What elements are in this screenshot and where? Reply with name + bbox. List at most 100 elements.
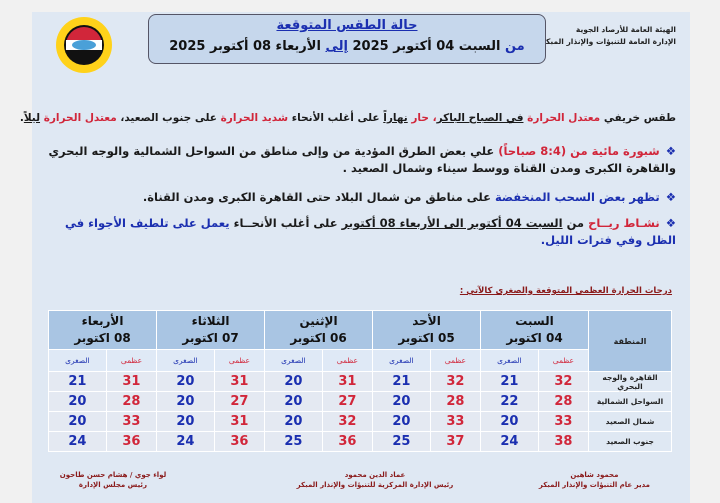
org-line-2: الإدارة العامة للتنبؤات والإنذار المبكر bbox=[541, 37, 676, 46]
max-temp: 28 bbox=[105, 391, 158, 412]
min-label: الصغرى bbox=[264, 349, 323, 372]
text: على أغلب الأنحاء bbox=[288, 112, 384, 124]
max-temp: 28 bbox=[429, 391, 482, 412]
max-temp: 31 bbox=[213, 371, 266, 392]
text: من bbox=[562, 216, 589, 230]
min-label: الصغرى bbox=[156, 349, 215, 372]
min-temp: 20 bbox=[264, 391, 323, 412]
max-temp: 38 bbox=[537, 431, 590, 452]
bullet-fog: ❖ شبورة مائية من (8:4 صباحاً) علي بعض الط… bbox=[46, 143, 677, 177]
table-row: جنوب الصعيد 38 24 37 25 36 25 36 24 36 24 bbox=[48, 431, 672, 452]
bullet-clouds: ❖ تظهر بعض السحب المنخفضة على مناطق من شم… bbox=[143, 189, 676, 206]
text: على أغلب الأنحــاء bbox=[229, 216, 342, 230]
text: . bbox=[19, 112, 24, 124]
max-temp: 37 bbox=[429, 431, 482, 452]
text: نشـاط ريــاح bbox=[588, 216, 660, 230]
text: شديد الحرارة bbox=[220, 112, 289, 124]
range-end: الأربعاء 08 أكتوبر 2025 bbox=[169, 39, 321, 54]
text: نهاراً bbox=[383, 112, 408, 124]
day-header: الأحد 05 اكتوبر bbox=[372, 310, 482, 350]
page-title: حالة الطقس المتوقعة bbox=[276, 18, 418, 33]
text: ليلاً bbox=[23, 112, 41, 124]
region-name: جنوب الصعيد bbox=[588, 431, 672, 452]
bullet-icon: ❖ bbox=[665, 144, 676, 158]
day-header: الإثنين 06 اكتوبر bbox=[264, 310, 374, 350]
org-line-1: الهيئة العامة للأرصاد الجوية bbox=[575, 25, 676, 34]
min-temp: 20 bbox=[156, 371, 215, 392]
text: معتدل الحرارة bbox=[43, 112, 117, 124]
min-temp: 20 bbox=[480, 411, 539, 432]
min-temp: 20 bbox=[372, 411, 431, 432]
max-label: عظمى bbox=[429, 349, 482, 372]
text: في الصباح الباكر bbox=[436, 112, 524, 124]
text: معتدل الحرارة bbox=[527, 112, 601, 124]
min-temp: 24 bbox=[48, 431, 107, 452]
signature-2: عماد الدين محمود رئيس الإدارة المركزية لل… bbox=[296, 471, 454, 489]
region-name: شمال الصعيد bbox=[588, 411, 672, 432]
min-temp: 25 bbox=[264, 431, 323, 452]
max-temp: 31 bbox=[213, 411, 266, 432]
min-temp: 25 bbox=[372, 431, 431, 452]
min-temp: 20 bbox=[372, 391, 431, 412]
header-box: حالة الطقس المتوقعة من السبت 04 أكتوبر 2… bbox=[148, 14, 546, 64]
min-temp: 20 bbox=[264, 371, 323, 392]
ema-logo bbox=[56, 17, 112, 73]
bullet-wind: ❖ نشـاط ريــاح من السبت 04 أكتوبر الى الأ… bbox=[46, 215, 676, 249]
to-label: إلى bbox=[325, 39, 348, 54]
min-temp: 21 bbox=[48, 371, 107, 392]
text: ، حار bbox=[407, 112, 437, 124]
bullet-icon: ❖ bbox=[665, 216, 676, 230]
min-temp: 24 bbox=[480, 431, 539, 452]
day-header: الثلاثاء 07 اكتوبر bbox=[156, 310, 266, 350]
signature-3: لواء جوي / هشام حسن طاحون رئيس مجلس الإدا… bbox=[59, 471, 167, 489]
max-temp: 33 bbox=[537, 411, 590, 432]
from-label: من bbox=[504, 39, 525, 54]
min-label: الصغرى bbox=[372, 349, 431, 372]
max-label: عظمى bbox=[537, 349, 590, 372]
region-name: السواحل الشمالية bbox=[588, 391, 672, 412]
min-temp: 21 bbox=[480, 371, 539, 392]
text: شبورة مائية من (8:4 صباحاً) bbox=[498, 144, 660, 158]
min-temp: 20 bbox=[48, 391, 107, 412]
min-temp: 20 bbox=[264, 411, 323, 432]
min-label: الصغرى bbox=[48, 349, 107, 372]
max-temp: 36 bbox=[105, 431, 158, 452]
max-label: عظمى bbox=[213, 349, 266, 372]
table-title: درجات الحرارة العظمى المتوقعة والصغرى كا… bbox=[459, 286, 672, 296]
text: على مناطق من شمال البلاد حتى القاهرة الك… bbox=[142, 190, 495, 204]
max-temp: 33 bbox=[429, 411, 482, 432]
text: في الظل وفي فترات الليل. bbox=[64, 216, 676, 247]
organization-name: الهيئة العامة للأرصاد الجوية الإدارة الع… bbox=[541, 24, 676, 48]
signature-1: محمود شاهين مدير عام التنبؤات والإنذار ال… bbox=[538, 471, 650, 489]
max-temp: 31 bbox=[105, 371, 158, 392]
max-temp: 33 bbox=[105, 411, 158, 432]
min-temp: 22 bbox=[480, 391, 539, 412]
text: علي بعض الطرق المؤدية من وإلى مناطق من ا… bbox=[48, 144, 677, 175]
min-label: الصغرى bbox=[480, 349, 539, 372]
min-temp: 20 bbox=[156, 411, 215, 432]
table-row: القاهرة والوجه البحري 32 21 32 21 31 20 31 20 31 2… bbox=[48, 371, 672, 392]
max-label: عظمى bbox=[105, 349, 158, 372]
date-range: من السبت 04 أكتوبر 2025 إلى الأربعاء 08 … bbox=[149, 39, 545, 54]
max-temp: 31 bbox=[321, 371, 374, 392]
day-header: السبت 04 اكتوبر bbox=[480, 310, 589, 350]
day-header: الأربعاء 08 اكتوبر bbox=[47, 310, 158, 350]
text: يعمل على تلطيف الأجواء bbox=[88, 216, 230, 230]
min-temp: 21 bbox=[372, 371, 431, 392]
text: طقس خريفي bbox=[600, 112, 676, 124]
min-temp: 24 bbox=[156, 431, 215, 452]
region-name: القاهرة والوجه البحري bbox=[588, 371, 672, 392]
max-label: عظمى bbox=[321, 349, 374, 372]
max-temp: 32 bbox=[321, 411, 374, 432]
max-temp: 27 bbox=[213, 391, 266, 412]
temperature-table: المنطقة السبت 04 اكتوبر الأحد 05 اكتوبر ال… bbox=[47, 310, 672, 452]
text: السبت 04 أكتوبر الى الأربعاء 08 أكتوبر bbox=[341, 216, 563, 230]
min-temp: 20 bbox=[48, 411, 107, 432]
bullet-icon: ❖ bbox=[665, 190, 676, 204]
max-temp: 36 bbox=[213, 431, 266, 452]
min-temp: 20 bbox=[156, 391, 215, 412]
max-temp: 27 bbox=[321, 391, 374, 412]
region-header: المنطقة bbox=[588, 310, 672, 372]
table-row: شمال الصعيد 33 20 33 20 32 20 31 20 33 20 bbox=[48, 411, 672, 432]
max-temp: 32 bbox=[429, 371, 482, 392]
